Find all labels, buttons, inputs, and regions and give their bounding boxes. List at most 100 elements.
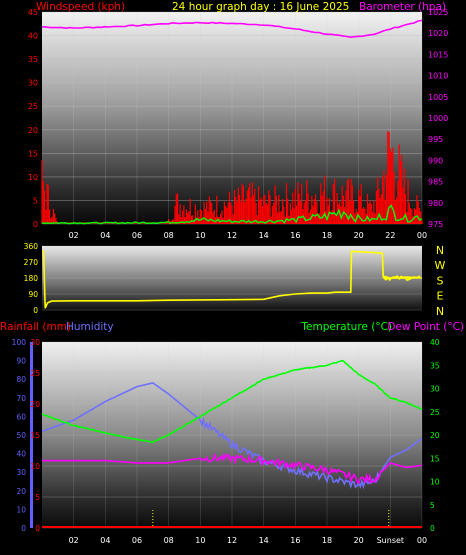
temperature-x-tick-label: 04 [100, 536, 110, 545]
humidity-tick-label: 80 [16, 375, 26, 384]
temperature-humidity-chart: 0 10 20 30 40 50 60 70 80 90 100 0 5 10 15 20 25 30 0 5 10… [0, 321, 464, 545]
temperature-tick-label: 25 [430, 408, 440, 417]
windspeed-axis-ticks: 0 5 10 15 20 25 30 35 40 45 [28, 8, 38, 229]
compass-label: S [437, 274, 444, 287]
temperature-axis-label: Temperature (°C) [300, 321, 392, 333]
dewpoint-series [42, 452, 423, 485]
wind-x-tick-label: 00 [417, 231, 427, 240]
barometer-tick-label: 1005 [428, 93, 448, 102]
rainfall-tick-label: 0 [35, 524, 40, 533]
humidity-tick-label: 50 [16, 431, 26, 440]
rainfall-tick-label: 15 [30, 431, 40, 440]
temperature-x-tick-label: 16 [290, 536, 300, 545]
compass-label: W [435, 259, 446, 272]
windspeed-tick-label: 40 [28, 32, 38, 41]
barometer-tick-label: 1020 [428, 29, 448, 38]
temperature-tick-label: 10 [430, 478, 440, 487]
humidity-tick-label: 40 [16, 450, 26, 459]
direction-tick-label: 270 [24, 258, 39, 267]
windspeed-tick-label: 35 [28, 55, 38, 64]
barometer-tick-label: 1010 [428, 72, 448, 81]
barometer-tick-label: 1015 [428, 50, 448, 59]
direction-axis-ticks: 0 90 180 270 360 [24, 242, 39, 315]
humidity-tick-label: 70 [16, 394, 26, 403]
barometer-axis-ticks: 975 980 985 990 995 1000 1005 1010 1015 1020 1025 [428, 8, 448, 229]
wind-x-tick-label: 10 [195, 231, 205, 240]
wind-x-tick-label: 22 [385, 231, 395, 240]
windspeed-tick-label: 25 [28, 102, 38, 111]
rainfall-tick-label: 20 [30, 400, 40, 409]
gust-line [41, 204, 423, 225]
temperature-tick-label: 35 [430, 361, 440, 370]
direction-tick-label: 180 [24, 274, 39, 283]
humidity-tick-label: 60 [16, 412, 26, 421]
wind-x-tick-label: 02 [69, 231, 79, 240]
temperature-tick-label: 20 [430, 431, 440, 440]
rainfall-tick-label: 30 [30, 338, 40, 347]
barometer-tick-label: 1025 [428, 8, 448, 17]
windspeed-tick-label: 10 [28, 173, 38, 182]
temperature-x-tick-label: 12 [227, 536, 237, 545]
temperature-series [41, 359, 423, 444]
humidity-tick-label: 10 [16, 505, 26, 514]
temperature-tick-label: 30 [430, 385, 440, 394]
humidity-axis-bar [30, 342, 33, 528]
temperature-axis-ticks: 0 5 10 15 20 25 30 35 40 [430, 338, 440, 533]
barometer-tick-label: 995 [428, 135, 443, 144]
direction-tick-label: 0 [33, 306, 38, 315]
wind-x-tick-label: 18 [322, 231, 332, 240]
temperature-x-tick-label: 00 [417, 536, 427, 545]
wind-grid [42, 11, 423, 225]
temperature-x-tick-label: 20 [354, 536, 364, 545]
temperature-x-tick-label: 06 [132, 536, 142, 545]
direction-tick-label: 360 [24, 242, 39, 251]
compass-label: E [437, 290, 444, 303]
wind-x-axis-ticks: 02 04 06 08 10 12 14 16 18 20 22 00 [69, 231, 428, 240]
humidity-tick-label: 0 [21, 524, 26, 533]
rainfall-axis-label: Rainfall (mm) [0, 321, 71, 333]
rainfall-tick-label: 5 [35, 493, 40, 502]
temperature-x-axis-ticks: 02 04 06 08 10 12 14 16 18 20 Sunset 00 [69, 536, 428, 545]
dewpoint-axis-label: Dew Point (°C) [387, 321, 464, 333]
rainfall-tick-label: 25 [30, 369, 40, 378]
temperature-tick-label: 15 [430, 454, 440, 463]
humidity-axis-label: Humidity [66, 321, 114, 333]
rainfall-tick-label: 10 [30, 462, 40, 471]
rainfall-axis-ticks: 0 5 10 15 20 25 30 [30, 338, 40, 533]
temperature-tick-label: 40 [430, 338, 440, 347]
windspeed-tick-label: 5 [33, 196, 38, 205]
compass-label: N [436, 305, 444, 318]
barometer-axis-label: Barometer (hpa) [359, 1, 446, 13]
humidity-tick-label: 30 [16, 468, 26, 477]
barometer-tick-label: 1000 [428, 114, 448, 123]
temperature-x-tick-label: 18 [322, 536, 332, 545]
wind-x-tick-label: 20 [354, 231, 364, 240]
direction-series [42, 250, 423, 309]
direction-tick-label: 90 [28, 290, 38, 299]
barometer-tick-label: 985 [428, 178, 443, 187]
barometer-tick-label: 980 [428, 199, 443, 208]
wind-x-tick-label: 14 [259, 231, 269, 240]
wind-plot-area [42, 12, 422, 224]
wind-x-tick-label: 06 [132, 231, 142, 240]
temperature-tick-label: 0 [430, 524, 435, 533]
humidity-tick-label: 20 [16, 487, 26, 496]
temperature-tick-label: 5 [430, 501, 435, 510]
barometer-series [42, 19, 423, 39]
barometer-tick-label: 975 [428, 220, 443, 229]
humidity-tick-label: 90 [16, 357, 26, 366]
temperature-x-tick-label: 08 [164, 536, 174, 545]
wind-x-tick-label: 16 [290, 231, 300, 240]
temperature-x-tick-label: 10 [195, 536, 205, 545]
windspeed-tick-label: 30 [28, 79, 38, 88]
windspeed-tick-label: 15 [28, 149, 38, 158]
temperature-x-tick-label: Sunset [377, 536, 404, 545]
barometer-tick-label: 990 [428, 156, 443, 165]
windspeed-axis-label: Windspeed (kph) [36, 1, 125, 13]
temperature-x-tick-label: 02 [69, 536, 79, 545]
page-title: 24 hour graph day : 16 June 2025 [172, 1, 349, 13]
windspeed-series [41, 131, 423, 224]
